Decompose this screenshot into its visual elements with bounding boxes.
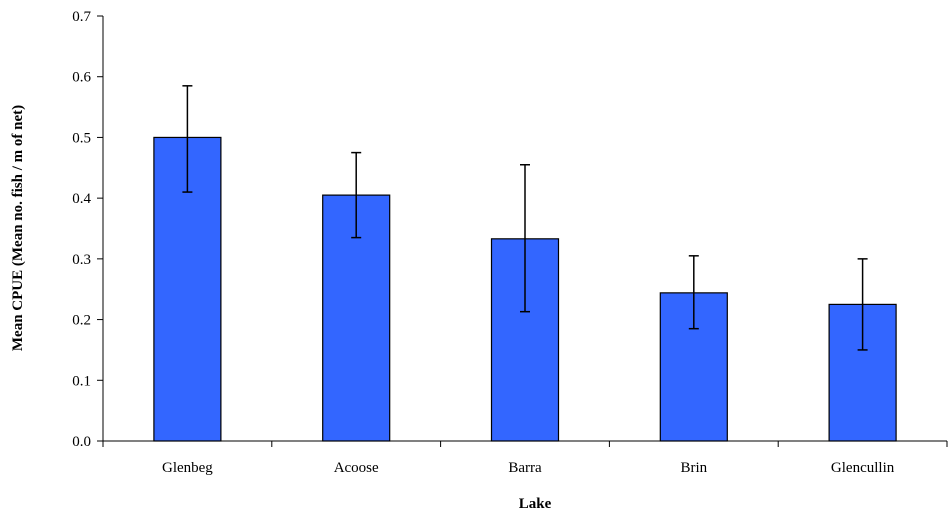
error-bars	[182, 85, 868, 351]
y-tick-label: 0.3	[72, 252, 91, 268]
y-tick-label: 0.6	[72, 70, 91, 86]
y-tick-label: 0.7	[72, 9, 91, 25]
y-tick-label: 0.1	[72, 373, 91, 389]
x-tick-label: Barra	[508, 460, 542, 476]
y-tick-label: 0.4	[72, 191, 91, 207]
x-tick-label: Glencullin	[831, 460, 895, 476]
x-tick-label: Acoose	[334, 460, 379, 476]
y-tick-label: 0.5	[72, 130, 91, 146]
x-tick-label: Glenbeg	[162, 460, 213, 476]
x-axis: Glenbeg Acoose Barra Brin Glencullin	[102, 440, 948, 476]
y-tick-label: 0.0	[72, 434, 91, 450]
y-tick-label: 0.2	[72, 313, 91, 329]
x-tick-label: Brin	[680, 460, 707, 476]
y-axis: 0.0 0.1 0.2 0.3 0.4 0.5 0.6 0.7	[72, 9, 104, 450]
y-axis-title: Mean CPUE (Mean no. fish / m of net)	[10, 105, 26, 351]
bar-barra	[490, 238, 560, 442]
x-axis-title: Lake	[519, 496, 552, 512]
